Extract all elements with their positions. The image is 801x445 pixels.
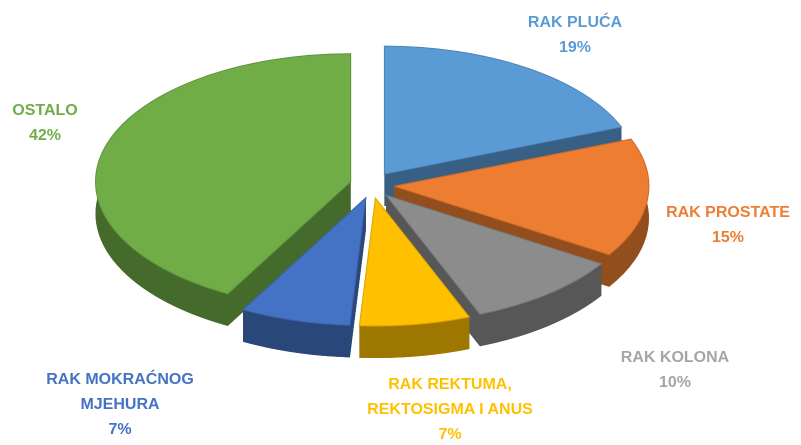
slice-top	[95, 53, 352, 295]
pie-slice	[95, 53, 352, 326]
slice-outer-wall	[243, 309, 350, 358]
category-name: RAK PLUĆA	[527, 14, 623, 31]
value-label: 10%	[658, 374, 692, 391]
value-label: 19%	[558, 39, 592, 56]
slice-top	[383, 45, 623, 175]
slice-outer-wall	[479, 263, 602, 347]
category-name: RAK KOLONA	[620, 349, 730, 366]
slice-top	[393, 138, 650, 256]
category-name: RAK PROSTATE	[666, 204, 790, 221]
value-label: 7%	[438, 426, 462, 443]
pie-slice	[241, 196, 367, 358]
value-label: 15%	[711, 229, 745, 246]
slice-label: RAK REKTUMA, REKTOSIGMA I ANUS 7%	[350, 372, 550, 445]
category-name: RAK REKTUMA, REKTOSIGMA I ANUS	[367, 376, 533, 418]
slice-top	[358, 196, 471, 327]
value-label: 7%	[108, 421, 132, 438]
slice-edge-wall	[349, 197, 366, 358]
value-label: 42%	[28, 127, 62, 144]
slice-label: RAK MOKRAĆNOG MJEHURA 7%	[30, 367, 210, 442]
category-name: RAK MOKRAĆNOG MJEHURA	[46, 371, 194, 413]
category-name: OSTALO	[12, 102, 78, 119]
slice-label: RAK PROSTATE 15%	[648, 200, 801, 250]
slice-label: RAK PLUĆA 19%	[515, 10, 635, 60]
slice-top	[384, 194, 603, 315]
slice-top	[241, 196, 367, 326]
pie-slice	[358, 196, 471, 359]
slice-label: OSTALO 42%	[0, 98, 90, 148]
slice-label: RAK KOLONA 10%	[605, 345, 745, 395]
slice-outer-wall	[359, 317, 470, 359]
slice-edge-wall	[227, 181, 351, 326]
